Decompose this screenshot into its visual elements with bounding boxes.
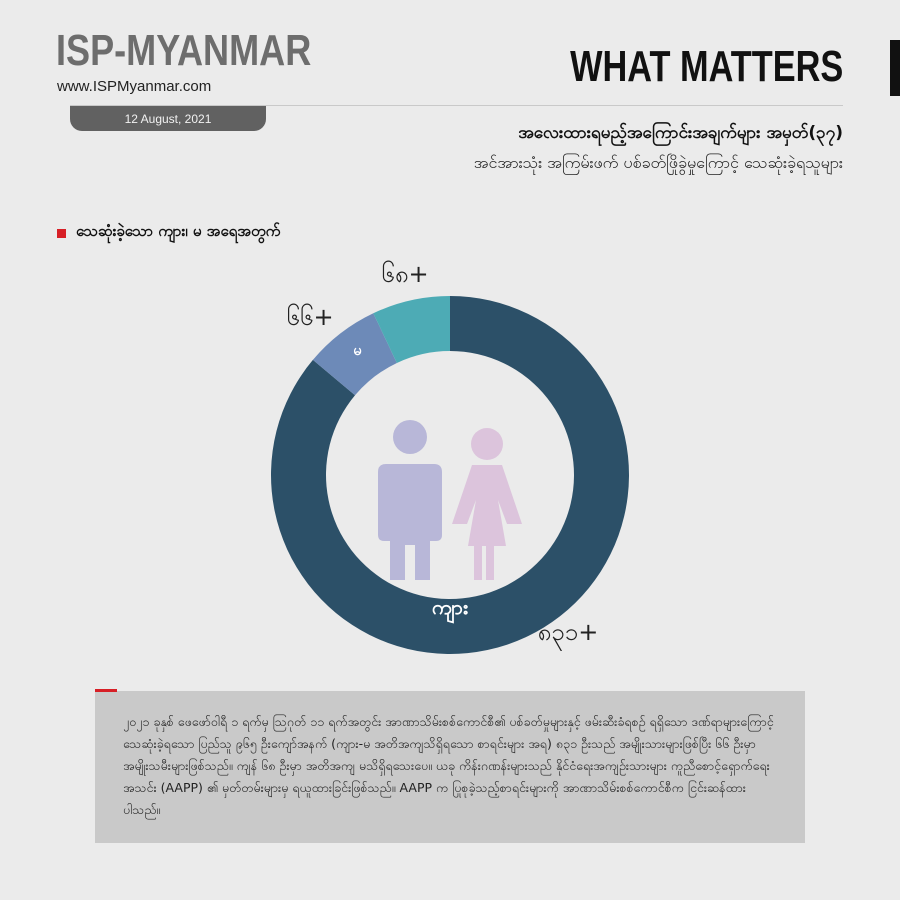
side-accent-bar: [890, 40, 900, 96]
note-accent-bar: [95, 689, 117, 692]
page-subheadline: အင်အားသုံး အကြမ်းဖက် ပစ်ခတ်ဖြိုခွဲမှုကြေ…: [473, 153, 843, 172]
female-figure-icon: [452, 428, 522, 580]
page-headline: အလေးထားရမည့်အကြောင်းအချက်များ အမှတ်(၃၇): [518, 123, 843, 143]
slice-value-label-unknown: ၆၈+: [381, 259, 428, 288]
donut-slice-unknown: [373, 296, 450, 363]
donut-slice-male: [271, 296, 630, 654]
slice-value-label-female: ၆၆+: [286, 302, 333, 331]
chart-legend: သေဆုံးခဲ့သော ကျား၊ မ အရေအတွက်: [57, 222, 280, 244]
legend-marker: [57, 228, 66, 238]
donut-slice-female: [312, 313, 397, 396]
date-badge: 12 August, 2021: [70, 106, 266, 131]
slice-inner-label-female: မ: [353, 343, 362, 359]
brand-url: www.ISPMyanmar.com: [57, 78, 212, 95]
series-title: WHAT MATTERS: [569, 42, 843, 91]
note-text: ၂၀၂၁ ခုနှစ် ဖေဖော်ဝါရီ ၁ ရက်မှ ဩဂုတ် ၁၁ …: [123, 714, 774, 817]
brand-logo-text: ISP-MYANMAR: [56, 26, 312, 75]
slice-value-label-male: ၈၃၁+: [538, 618, 599, 651]
legend-label: သေဆုံးခဲ့သော ကျား၊ မ အရေအတွက်: [76, 222, 281, 240]
header-divider: [70, 105, 843, 106]
note-panel: ၂၀၂၁ ခုနှစ် ဖေဖော်ဝါရီ ၁ ရက်မှ ဩဂုတ် ၁၁ …: [95, 689, 805, 843]
male-figure-icon: [378, 420, 442, 580]
